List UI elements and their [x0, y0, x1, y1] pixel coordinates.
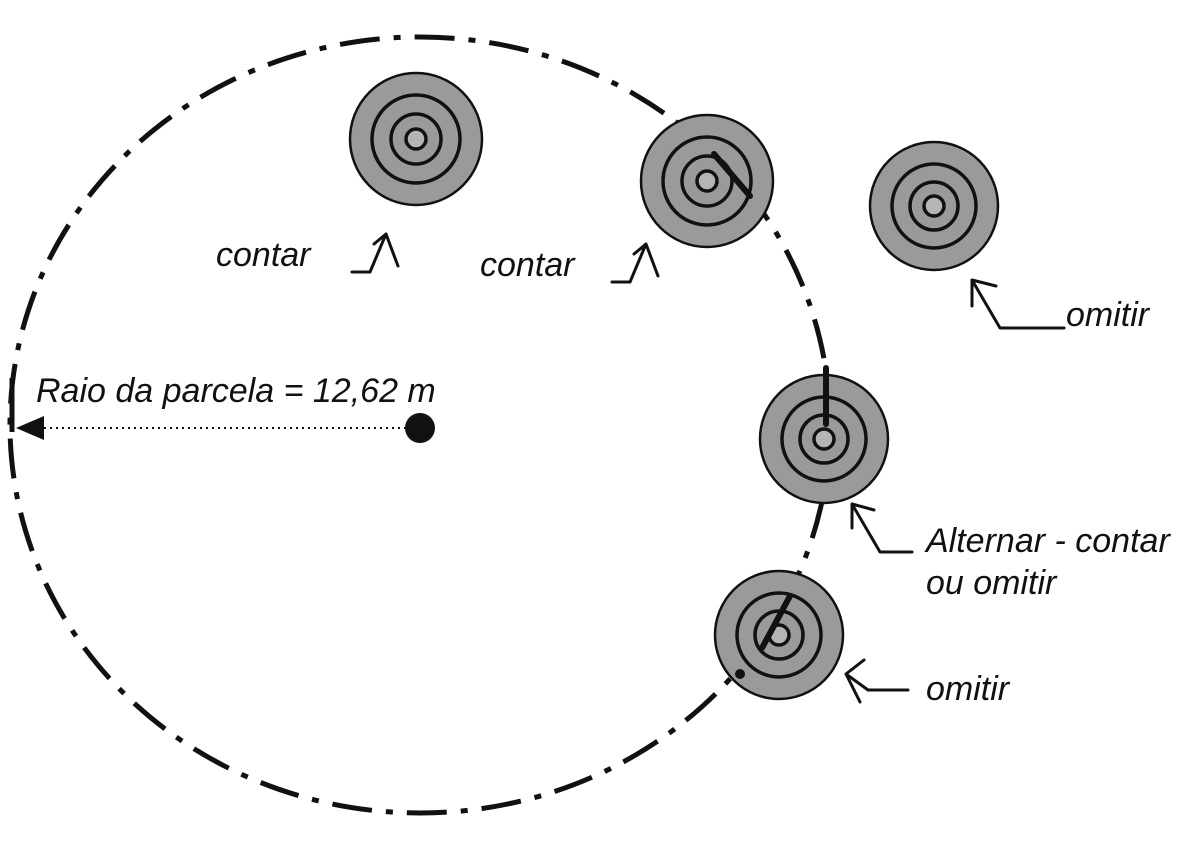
tree2-label: contar: [480, 246, 576, 284]
tree-stump-4: [758, 365, 890, 505]
tree-stump-2: [639, 113, 775, 249]
tree-stump-5: [713, 569, 845, 701]
pointer-arrow-5: [844, 658, 910, 704]
tree4-label-line1: Alternar - contar: [924, 522, 1171, 560]
tree5-label: omitir: [926, 670, 1011, 708]
tree4-label-line2: ou omitir: [926, 564, 1058, 602]
tree-stump-3: [868, 140, 1000, 272]
tree1-label: contar: [216, 236, 312, 274]
pointer-arrow-2: [610, 242, 660, 284]
tree-stump-1: [348, 71, 484, 207]
radius-arrowhead: [16, 416, 44, 440]
radius-label: Raio da parcela = 12,62 m: [36, 372, 436, 410]
plot-center: [405, 413, 435, 443]
plot-radius: Raio da parcela = 12,62 m: [9, 372, 436, 443]
pointer-arrow-3: [970, 278, 1066, 330]
pointer-arrow-4: [850, 502, 914, 554]
pointer-arrow-1: [350, 232, 400, 274]
tree3-label: omitir: [1066, 296, 1151, 334]
